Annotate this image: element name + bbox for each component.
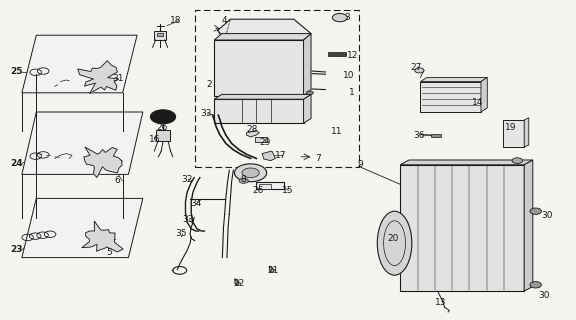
- Text: 26: 26: [157, 124, 168, 132]
- Polygon shape: [400, 160, 533, 165]
- Bar: [255, 137, 267, 142]
- Text: 8: 8: [154, 112, 160, 121]
- Text: 31: 31: [112, 74, 124, 83]
- Text: 30: 30: [539, 292, 550, 300]
- Polygon shape: [235, 279, 239, 285]
- Polygon shape: [214, 34, 311, 40]
- Text: 24: 24: [10, 159, 23, 168]
- Text: 23: 23: [10, 245, 23, 254]
- Text: 20: 20: [387, 234, 399, 243]
- Bar: [214, 99, 304, 123]
- Circle shape: [150, 110, 176, 124]
- Polygon shape: [78, 61, 118, 94]
- Text: 36: 36: [414, 132, 425, 140]
- Text: 5: 5: [107, 248, 112, 257]
- Text: 32: 32: [181, 175, 193, 184]
- Bar: [195, 10, 359, 167]
- Text: 16: 16: [149, 135, 160, 144]
- Polygon shape: [481, 77, 487, 112]
- Bar: [431, 134, 441, 137]
- Polygon shape: [503, 120, 524, 147]
- Bar: [157, 33, 163, 36]
- Text: 19: 19: [505, 124, 516, 132]
- Text: 3: 3: [344, 13, 350, 22]
- Text: 10: 10: [343, 71, 354, 80]
- Circle shape: [332, 13, 347, 22]
- Text: 8: 8: [241, 175, 247, 184]
- Text: 22: 22: [234, 279, 245, 288]
- Text: 34: 34: [190, 199, 202, 208]
- Bar: [154, 31, 166, 40]
- Text: 26: 26: [252, 186, 264, 195]
- Polygon shape: [214, 94, 311, 99]
- Polygon shape: [84, 147, 122, 178]
- Bar: [259, 184, 271, 189]
- Text: 6: 6: [114, 176, 120, 185]
- Polygon shape: [524, 160, 533, 291]
- Text: 2: 2: [206, 80, 212, 89]
- Circle shape: [512, 158, 522, 164]
- Text: 4: 4: [221, 16, 227, 25]
- Circle shape: [530, 208, 541, 214]
- Text: 35: 35: [176, 229, 187, 238]
- Text: 12: 12: [347, 52, 358, 60]
- Polygon shape: [524, 118, 529, 147]
- Bar: [328, 52, 346, 56]
- Bar: [420, 82, 481, 112]
- Polygon shape: [22, 35, 137, 93]
- Polygon shape: [420, 77, 487, 82]
- Text: 27: 27: [410, 63, 422, 72]
- Bar: [214, 40, 304, 96]
- Text: 1: 1: [348, 88, 354, 97]
- Polygon shape: [22, 198, 143, 258]
- Circle shape: [242, 168, 259, 178]
- Text: 29: 29: [259, 138, 271, 147]
- Polygon shape: [22, 112, 143, 174]
- Text: 14: 14: [472, 98, 484, 107]
- Polygon shape: [304, 34, 311, 96]
- Circle shape: [415, 68, 424, 73]
- Bar: [156, 130, 170, 141]
- Bar: [400, 165, 524, 291]
- Text: 18: 18: [170, 16, 181, 25]
- Text: 13: 13: [435, 298, 446, 307]
- Text: 33: 33: [182, 215, 194, 224]
- Polygon shape: [304, 94, 311, 123]
- Bar: [256, 182, 284, 189]
- Text: 15: 15: [282, 186, 294, 195]
- Text: 28: 28: [247, 125, 258, 134]
- Text: 33: 33: [200, 109, 212, 118]
- Circle shape: [239, 178, 248, 183]
- Ellipse shape: [377, 211, 412, 275]
- Text: 9: 9: [357, 160, 363, 169]
- Text: 21: 21: [268, 266, 279, 275]
- Text: 30: 30: [541, 212, 553, 220]
- Text: 7: 7: [316, 154, 321, 163]
- Polygon shape: [262, 151, 275, 161]
- Text: 25: 25: [10, 68, 23, 76]
- Polygon shape: [82, 221, 123, 252]
- Polygon shape: [270, 266, 274, 273]
- Polygon shape: [247, 131, 259, 137]
- Polygon shape: [218, 19, 311, 40]
- Text: 17: 17: [275, 151, 287, 160]
- Text: 11: 11: [331, 127, 343, 136]
- Circle shape: [530, 282, 541, 288]
- Circle shape: [306, 91, 313, 95]
- Circle shape: [234, 164, 267, 182]
